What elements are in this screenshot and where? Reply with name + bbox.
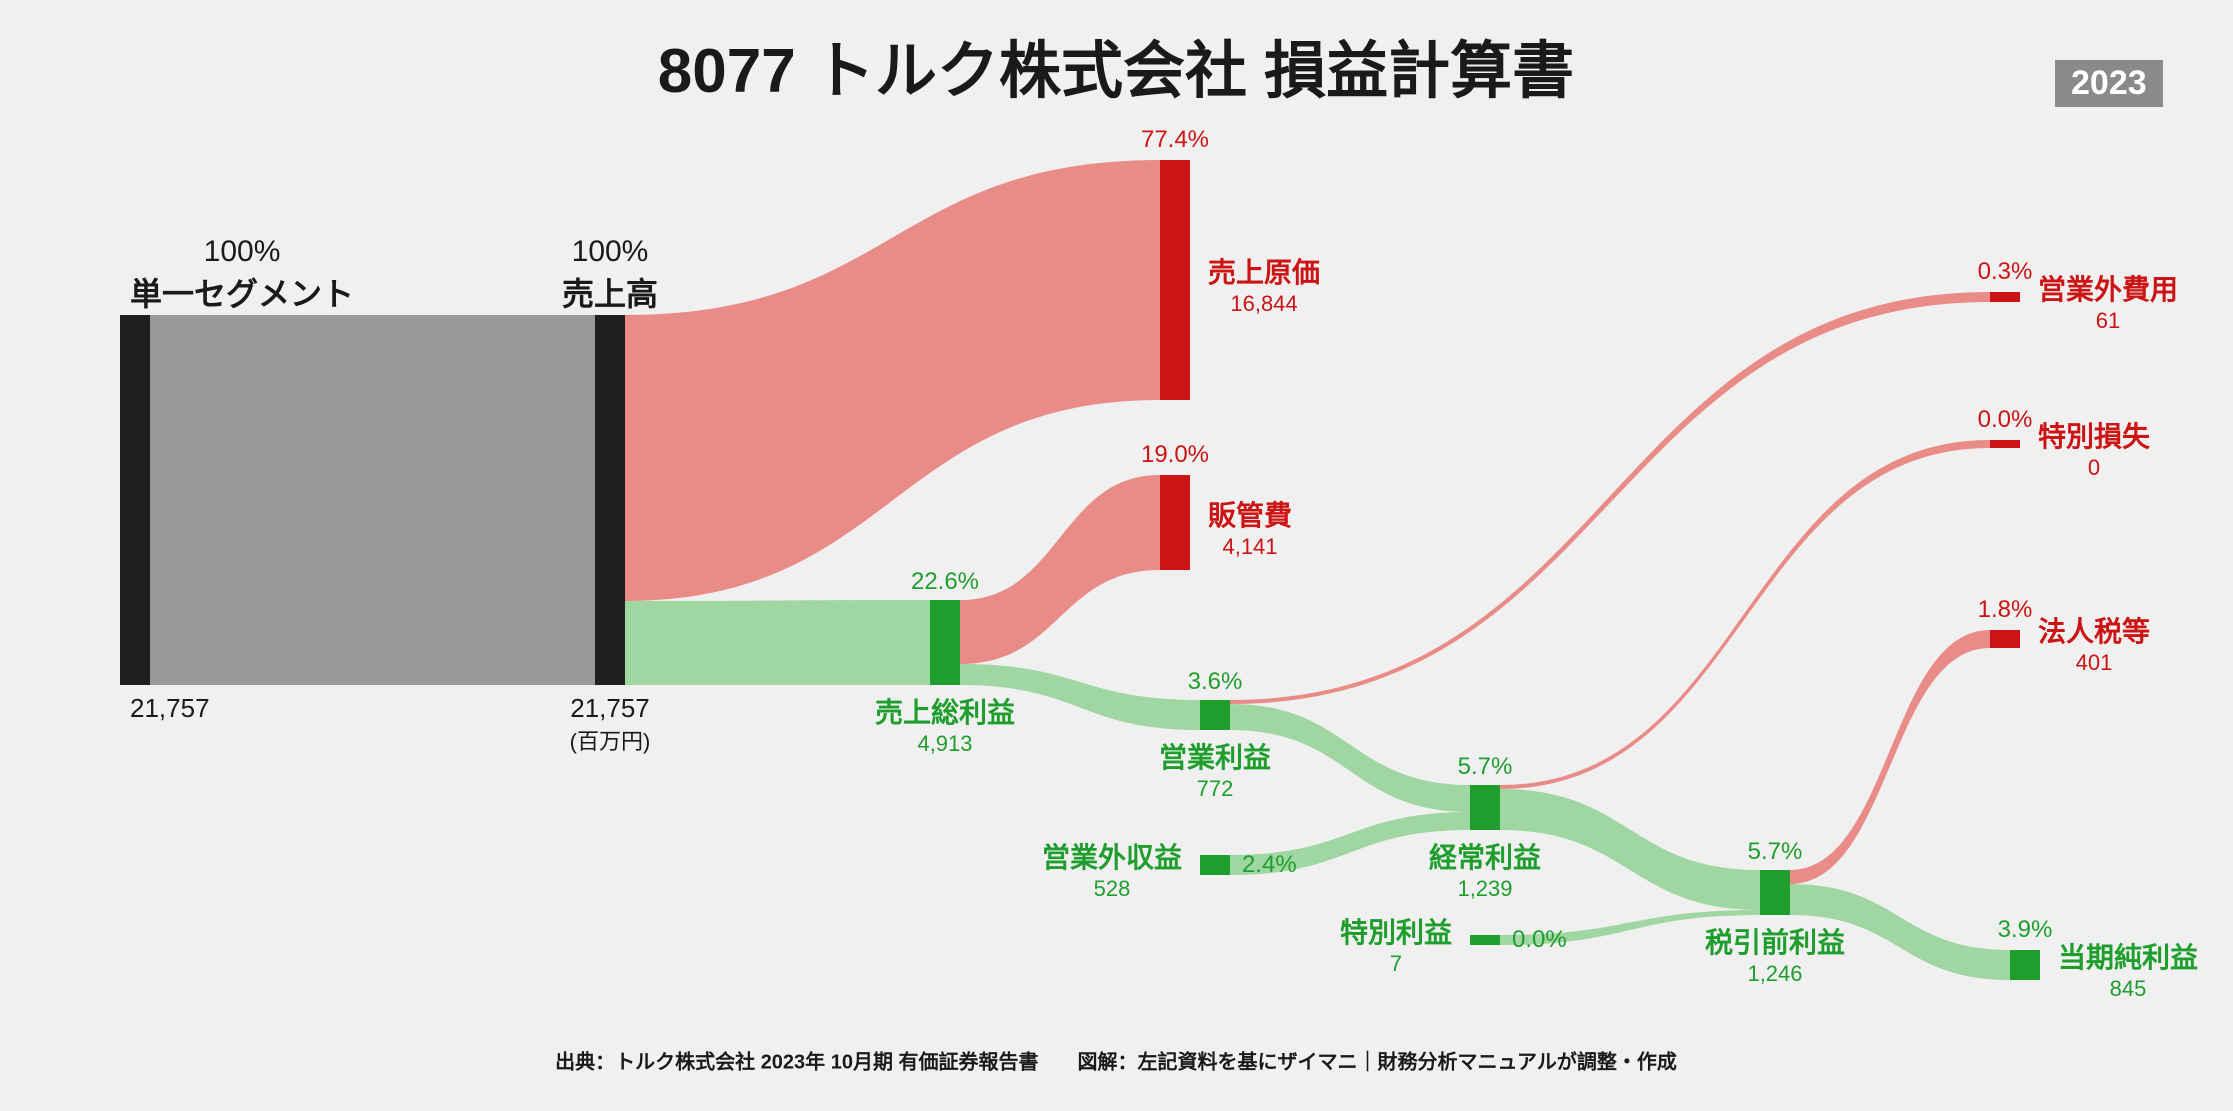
flow-pretax-tax bbox=[1790, 630, 1990, 884]
node-op bbox=[1200, 700, 1230, 730]
label-revenue-top: 100% 売上高 bbox=[562, 235, 658, 315]
label-sgna-side: 販管費 4,141 bbox=[1208, 494, 1292, 560]
flow-op-nonop_exp bbox=[1230, 292, 1990, 704]
flow-revenue-gross bbox=[625, 600, 930, 685]
node-ord bbox=[1470, 785, 1500, 830]
label-sgna-pct: 19.0% bbox=[1141, 441, 1209, 469]
flow-gross-sgna bbox=[960, 475, 1160, 664]
label-tax-side: 法人税等 401 bbox=[2038, 610, 2150, 676]
flow-ord-ext_loss bbox=[1500, 440, 1990, 789]
node-sgna bbox=[1160, 475, 1190, 570]
node-nonop_exp bbox=[1990, 292, 2020, 302]
label-gross-pct: 22.6% bbox=[911, 568, 979, 596]
label-op-pct: 3.6% bbox=[1188, 668, 1243, 696]
sankey-svg bbox=[0, 0, 2233, 1111]
label-pretax-below: 税引前利益 1,246 bbox=[1705, 921, 1845, 987]
label-ord-below: 経常利益 1,239 bbox=[1429, 836, 1541, 902]
footer-credit: 図解：左記資料を基にザイマニ｜財務分析マニュアルが調整・作成 bbox=[1077, 1052, 1676, 1074]
label-nonop_exp-pct: 0.3% bbox=[1978, 258, 2033, 286]
chart-title: 8077 トルク株式会社 損益計算書 bbox=[658, 20, 1574, 110]
label-tax-pct: 1.8% bbox=[1978, 596, 2033, 624]
node-net bbox=[2010, 950, 2040, 980]
label-op-below: 営業利益 772 bbox=[1159, 736, 1271, 802]
label-ext_inc-pct: 0.0% bbox=[1512, 926, 1567, 954]
node-pretax bbox=[1760, 870, 1790, 915]
node-cogs bbox=[1160, 160, 1190, 400]
label-gross-below: 売上総利益 4,913 bbox=[875, 691, 1015, 757]
sankey-canvas: 8077 トルク株式会社 損益計算書 2023 100% 単一セグメント 21,7… bbox=[0, 0, 2233, 1111]
label-net-side: 当期純利益 845 bbox=[2058, 936, 2198, 1002]
label-nonop_inc-pct: 2.4% bbox=[1242, 851, 1297, 879]
label-net-pct: 3.9% bbox=[1998, 916, 2053, 944]
node-tax bbox=[1990, 630, 2020, 648]
footer-source: 出典：トルク株式会社 2023年 10月期 有価証券報告書 bbox=[555, 1052, 1038, 1074]
node-ext_inc bbox=[1470, 935, 1500, 945]
label-ord-pct: 5.7% bbox=[1458, 753, 1513, 781]
node-nonop_inc bbox=[1200, 855, 1230, 875]
year-badge: 2023 bbox=[2055, 60, 2163, 107]
label-segment-val: 21,757 bbox=[130, 693, 210, 724]
node-revenue bbox=[595, 315, 625, 685]
label-nonop_inc-left: 営業外収益 528 bbox=[1042, 836, 1182, 902]
node-gross bbox=[930, 600, 960, 685]
label-cogs-pct: 77.4% bbox=[1141, 126, 1209, 154]
node-segment bbox=[120, 315, 150, 685]
footer-citation: 出典：トルク株式会社 2023年 10月期 有価証券報告書 図解：左記資料を基に… bbox=[555, 1046, 1677, 1075]
label-pretax-pct: 5.7% bbox=[1748, 838, 1803, 866]
label-ext_loss-side: 特別損失 0 bbox=[2038, 415, 2150, 481]
label-nonop_exp-side: 営業外費用 61 bbox=[2038, 268, 2178, 334]
label-segment-top: 100% 単一セグメント bbox=[130, 235, 354, 315]
label-cogs-side: 売上原価 16,844 bbox=[1208, 251, 1320, 317]
flow-segment-revenue bbox=[150, 315, 595, 685]
label-revenue-val: 21,757(百万円) bbox=[570, 693, 651, 756]
label-ext_inc-left: 特別利益 7 bbox=[1340, 911, 1452, 977]
label-ext_loss-pct: 0.0% bbox=[1978, 406, 2033, 434]
node-ext_loss bbox=[1990, 440, 2020, 448]
